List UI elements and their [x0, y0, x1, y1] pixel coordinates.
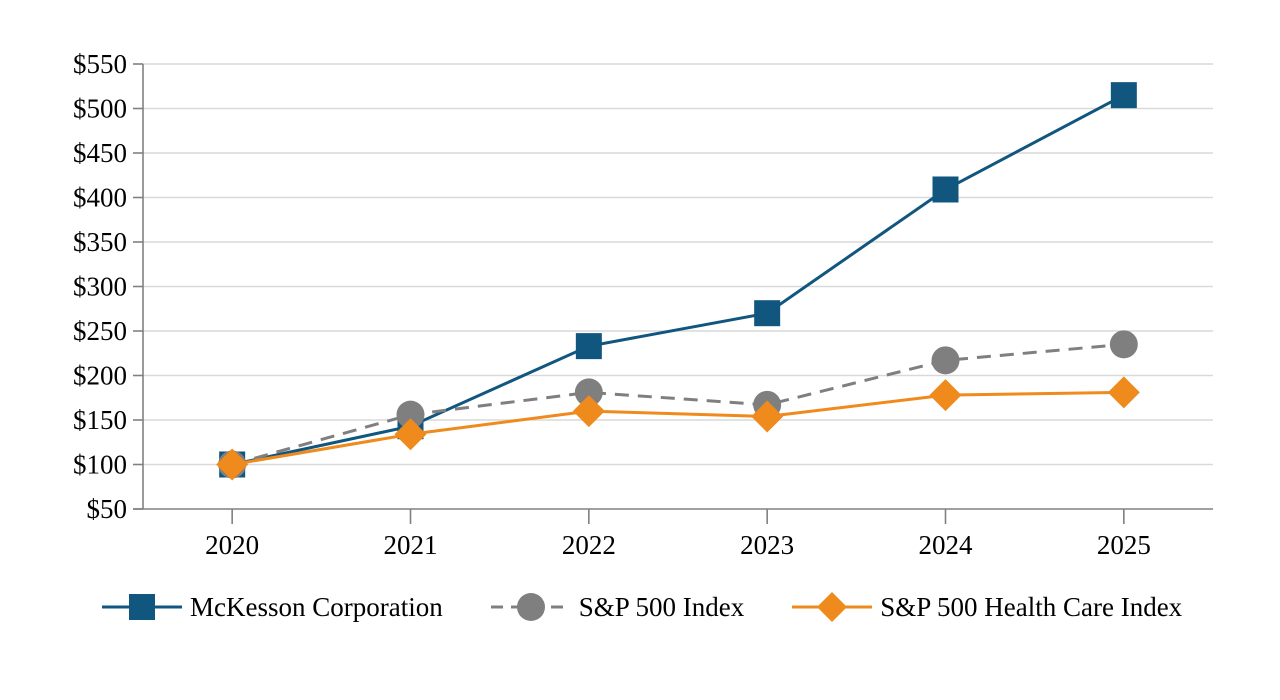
diamond-marker: [929, 379, 962, 412]
x-axis-labels: 2020 2021 2022 2023 2024 2025: [205, 530, 1151, 560]
legend-label: McKesson Corporation: [190, 591, 443, 622]
y-tick-label: $50: [87, 494, 128, 524]
legend-label: S&P 500 Health Care Index: [880, 591, 1183, 622]
series-line: [231, 342, 1124, 466]
y-tick-label: $200: [73, 361, 127, 391]
x-tick-label: 2024: [919, 530, 974, 560]
gridlines: [143, 63, 1213, 466]
legend-circle-swatch: [490, 593, 571, 621]
series-diamond: [216, 376, 1140, 481]
square-marker: [932, 176, 959, 203]
legend-label: S&P 500 Index: [578, 591, 745, 622]
diamond-marker: [394, 418, 427, 451]
series-line: [231, 390, 1124, 466]
y-tick-label: $550: [73, 49, 127, 79]
chart-legend: McKesson Corporation S&P 500 Index S&P 500…: [100, 585, 1182, 629]
diamond-marker: [1107, 376, 1140, 409]
circle-marker: [931, 346, 960, 375]
x-tick-label: 2022: [562, 530, 616, 560]
series-square: [219, 82, 1137, 478]
y-tick-label: $300: [73, 272, 127, 302]
y-tick-label: $400: [73, 183, 127, 213]
series-circle: [218, 330, 1138, 479]
legend-diamond-swatch: [792, 592, 873, 622]
axes: [133, 63, 1213, 524]
legend-square-swatch: [102, 594, 182, 620]
x-tick-label: 2020: [205, 530, 259, 560]
diamond-marker: [751, 400, 784, 433]
series-line: [231, 93, 1125, 466]
y-tick-label: $500: [73, 94, 127, 124]
legend-item-3: S&P 500 Health Care Index: [790, 589, 1182, 625]
diamond-marker: [216, 448, 249, 481]
total-return-line-chart: $550 $500 $450 $400 $350 $300 $250 $200 $150 $100…: [73, 49, 1213, 560]
square-marker: [575, 333, 602, 360]
diamond-marker: [572, 395, 605, 428]
y-axis-labels: $550 $500 $450 $400 $350 $300 $250 $200 $150 $100…: [73, 49, 127, 524]
y-tick-label: $150: [73, 405, 127, 435]
square-marker: [754, 300, 781, 327]
y-tick-label: $100: [73, 450, 127, 480]
legend-item-2: S&P 500 Index: [489, 589, 745, 625]
y-tick-label: $250: [73, 316, 127, 346]
circle-marker: [1109, 330, 1138, 359]
square-marker: [1110, 82, 1137, 109]
x-tick-label: 2025: [1097, 530, 1151, 560]
x-tick-label: 2021: [384, 530, 438, 560]
circle-marker: [396, 400, 425, 429]
legend-item-1: McKesson Corporation: [100, 589, 443, 625]
circle-marker: [574, 378, 603, 407]
y-tick-label: $450: [73, 138, 127, 168]
y-tick-label: $350: [73, 227, 127, 257]
x-tick-label: 2023: [740, 530, 794, 560]
